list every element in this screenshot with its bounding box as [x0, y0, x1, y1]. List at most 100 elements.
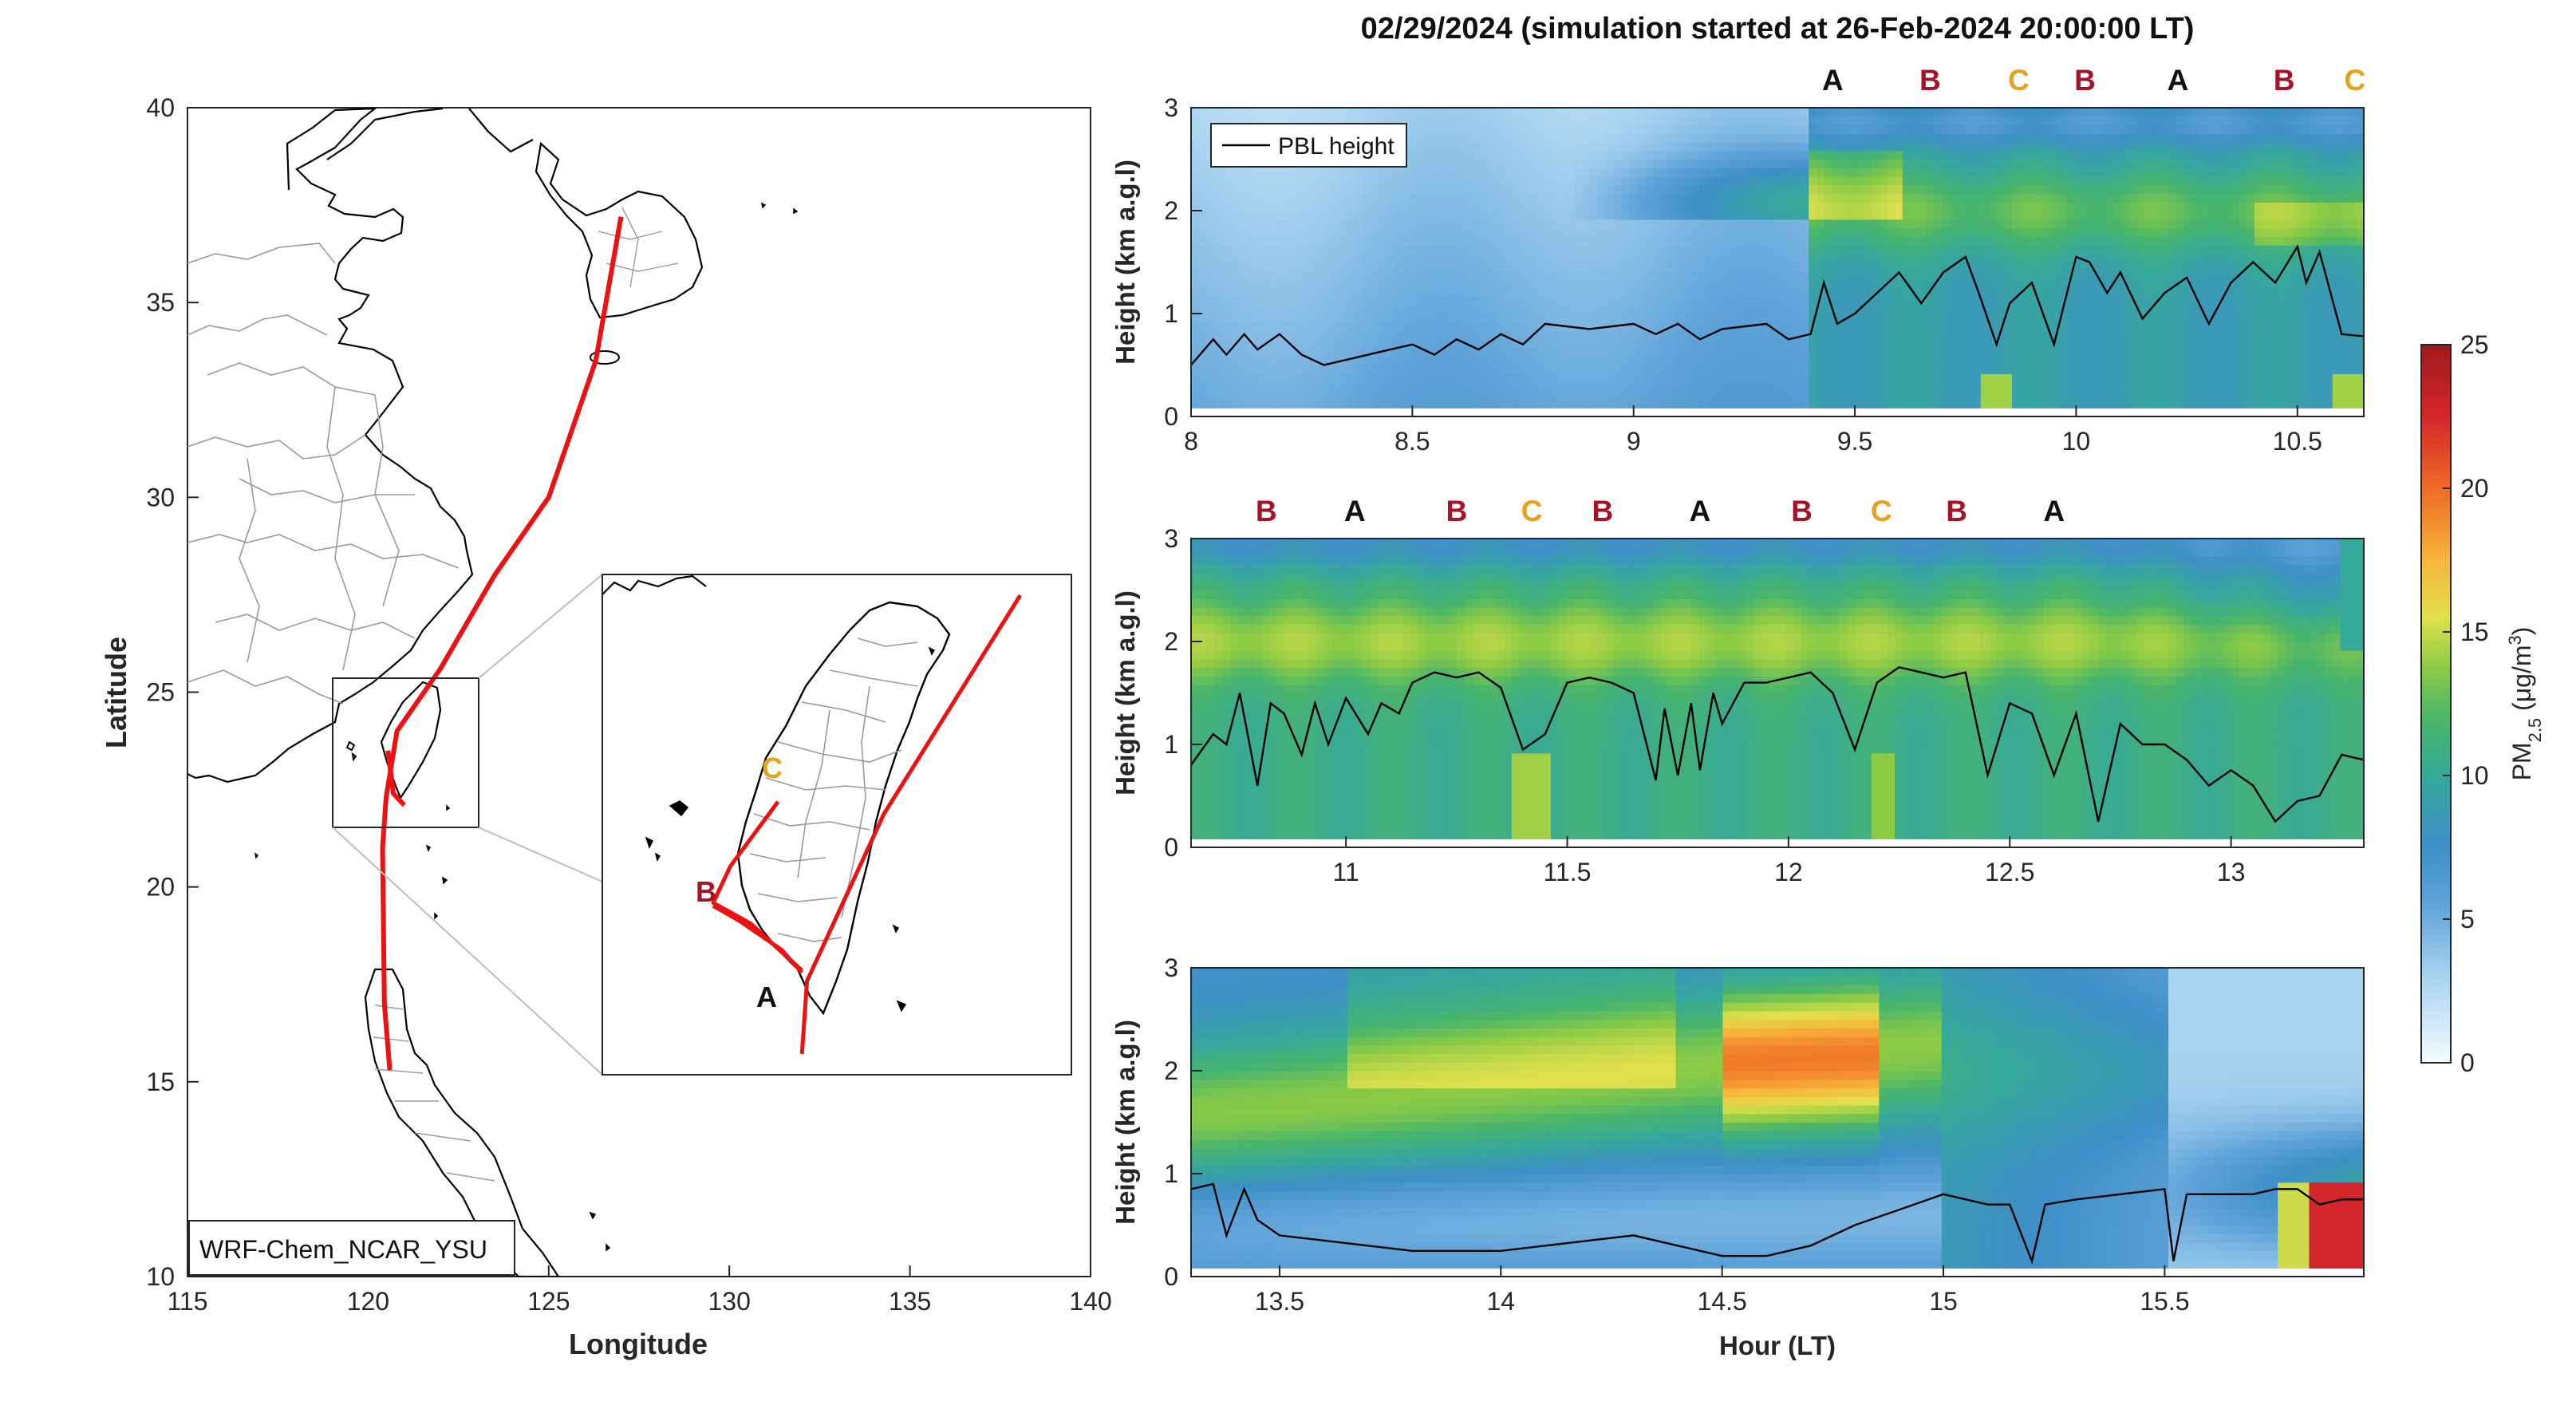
heatmap-cell	[2074, 151, 2083, 160]
heatmap-cell	[2129, 236, 2138, 245]
heatmap-cell	[1918, 357, 1927, 365]
heatmap-cell	[1535, 382, 1544, 391]
heatmap-cell	[1316, 365, 1325, 374]
heatmap-cell	[1872, 339, 1880, 348]
heatmap-cell	[1418, 168, 1426, 176]
heatmap-cell	[1473, 262, 1481, 271]
heatmap-cell	[2051, 211, 2060, 219]
heatmap-cell	[1222, 288, 1231, 297]
heatmap-cell	[1989, 348, 1998, 357]
heatmap-cell	[2012, 151, 2021, 160]
heatmap-cell	[1379, 202, 1387, 211]
heatmap-cell	[2278, 339, 2286, 348]
heatmap-cell	[2247, 245, 2255, 254]
heatmap-cell	[1996, 365, 2005, 374]
heatmap-cell	[1442, 270, 1450, 279]
heatmap-cell	[1355, 382, 1364, 391]
heatmap-cell	[1809, 219, 1817, 228]
heatmap-cell	[2028, 194, 2037, 203]
heatmap-cell	[2191, 254, 2200, 262]
heatmap-cell	[1520, 357, 1529, 365]
heatmap-cell	[1746, 254, 1755, 262]
heatmap-cell	[1355, 176, 1364, 185]
heatmap-cell	[2129, 185, 2138, 194]
heatmap-cell	[1722, 322, 1731, 331]
heatmap-cell	[1269, 245, 1278, 254]
heatmap-cell	[2176, 339, 2185, 348]
heatmap-cell	[1957, 331, 1966, 340]
heatmap-cell	[1488, 236, 1497, 245]
heatmap-cell	[1207, 400, 1216, 409]
heatmap-cell	[2239, 288, 2247, 297]
heatmap-cell	[1418, 194, 1426, 203]
heatmap-cell	[1746, 185, 1755, 194]
heatmap-cell	[2262, 185, 2271, 194]
heatmap-cell	[1418, 365, 1426, 374]
heatmap-cell	[1996, 391, 2005, 400]
heatmap-cell	[1277, 314, 1286, 322]
heatmap-cell	[1605, 236, 1614, 245]
heatmap-cell	[1481, 133, 1489, 142]
heatmap-cell	[1934, 288, 1943, 297]
heatmap-cell	[2106, 314, 2115, 322]
heatmap-cell	[2106, 236, 2115, 245]
heatmap-cell	[2145, 297, 2154, 306]
heatmap-cell	[2223, 373, 2232, 382]
map-x-tick-label: 120	[347, 1287, 389, 1316]
heatmap-cell	[1543, 373, 1552, 382]
heatmap-cell	[1754, 365, 1763, 374]
heatmap-cell	[2043, 219, 2052, 228]
heatmap-cell	[1292, 202, 1301, 211]
heatmap-cell	[1277, 279, 1286, 288]
heatmap-cell	[1738, 270, 1747, 279]
heatmap-cell	[2082, 365, 2091, 374]
heatmap-cell	[1324, 314, 1333, 322]
heatmap-cell	[2160, 314, 2169, 322]
heatmap-cell	[1512, 211, 1521, 219]
heatmap-cell	[2043, 116, 2052, 125]
heatmap-cell	[1418, 228, 1426, 237]
heatmap-cell	[1832, 151, 1841, 160]
heatmap-cell	[2106, 382, 2115, 391]
heatmap-cell	[1668, 151, 1677, 160]
heatmap-cell	[1582, 116, 1591, 125]
heatmap-cell	[1668, 279, 1677, 288]
heatmap-cell	[1347, 400, 1356, 409]
heatmap-cell	[2152, 211, 2161, 219]
heatmap-cell	[2137, 262, 2146, 271]
heatmap-cell	[1379, 236, 1387, 245]
heatmap-cell	[1214, 228, 1223, 237]
heatmap-cell	[1903, 322, 1911, 331]
heatmap-cell	[1950, 279, 1959, 288]
heatmap-cell	[1347, 331, 1356, 340]
heatmap-cell	[1395, 400, 1403, 409]
heatmap-cell	[1402, 288, 1411, 297]
heatmap-cell	[1543, 142, 1552, 151]
heatmap-cell	[1387, 365, 1395, 374]
heatmap-cell	[1481, 279, 1489, 288]
heatmap-cell	[2254, 194, 2263, 203]
heatmap-cell	[1683, 382, 1692, 391]
heatmap-cell	[1504, 194, 1513, 203]
heatmap-cell	[1754, 125, 1763, 134]
heatmap-cell	[1566, 185, 1575, 194]
heatmap-cell	[2270, 322, 2278, 331]
heatmap-cell	[1926, 314, 1935, 322]
heatmap-cell	[1926, 382, 1935, 391]
heatmap-cell	[2067, 160, 2076, 168]
heatmap-cell	[2035, 365, 2044, 374]
heatmap-cell	[1535, 228, 1544, 237]
heatmap-cell	[2090, 339, 2099, 348]
heatmap-cell	[1848, 108, 1856, 116]
heatmap-cell	[1879, 125, 1888, 134]
heatmap-cell	[2137, 279, 2146, 288]
heatmap-cell	[1629, 228, 1638, 237]
heatmap-cell	[1793, 262, 1802, 271]
heatmap-cell	[1644, 125, 1653, 134]
heatmap-cell	[1316, 219, 1325, 228]
heatmap-cell	[2106, 365, 2115, 374]
heatmap-cell	[1191, 194, 1200, 203]
heatmap-cell	[1246, 194, 1255, 203]
heatmap-cell	[1652, 314, 1661, 322]
heatmap-cell	[1918, 194, 1927, 203]
